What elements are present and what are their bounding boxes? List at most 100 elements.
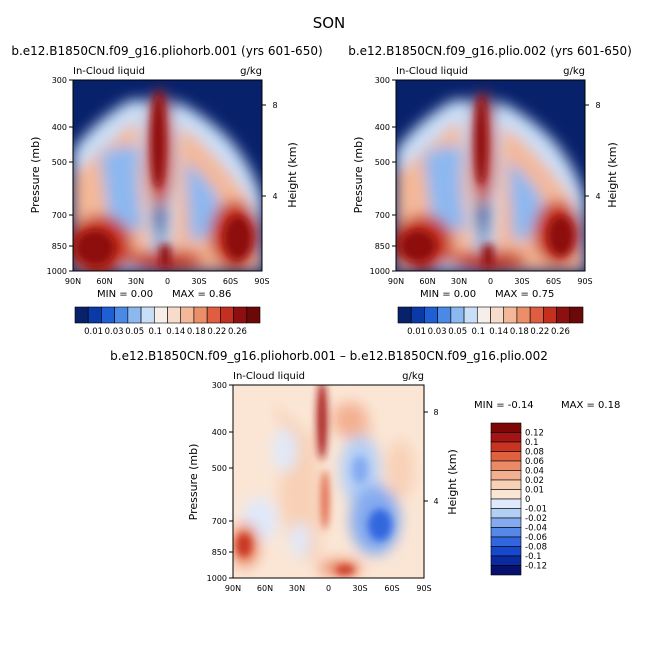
colorbar-label: 0.1 — [471, 327, 485, 337]
colorbar-label: 0.01 — [525, 486, 544, 496]
colorbar-label: 0.04 — [525, 467, 544, 477]
p3-xtick: 30N — [289, 584, 305, 593]
colorbar-label: 0.05 — [448, 327, 467, 337]
colorbar-box — [87, 306, 102, 324]
panel-3-x-axis: 90N 60N 30N 0 30S 60S 90S — [225, 584, 432, 593]
colorbar-box — [114, 306, 129, 324]
p2-xtick: 0 — [488, 277, 493, 286]
colorbar-box — [74, 306, 89, 324]
panel-3-max: MAX = 0.18 — [561, 400, 620, 411]
p2-ytick: 850 — [375, 242, 390, 251]
p2-y2tick: 8 — [595, 101, 600, 110]
panel-2-max: MAX = 0.75 — [495, 289, 554, 300]
colorbar-box — [490, 460, 522, 471]
p3-ytick: 500 — [212, 464, 227, 473]
colorbar-label: 0.26 — [228, 327, 247, 337]
p3-y2label: Height (km) — [446, 449, 459, 515]
colorbar-box — [490, 489, 522, 500]
colorbar-box — [180, 306, 195, 324]
colorbar-box — [490, 306, 505, 324]
p1-ytick: 300 — [52, 76, 67, 85]
p1-xtick: 90S — [254, 277, 269, 286]
colorbar-box — [490, 479, 522, 490]
colorbar-label: 0 — [525, 495, 530, 505]
p3-xtick: 30S — [352, 584, 367, 593]
colorbar-label: 0.01 — [407, 327, 426, 337]
p2-ytick: 300 — [375, 76, 390, 85]
panel-2-colorbar: 0.01 0.03 0.05 0.1 0.14 0.18 0.22 0.26 — [397, 306, 584, 337]
colorbar-box — [397, 306, 412, 324]
panel-3: b.e12.B1850CN.f09_g16.pliohorb.001 – b.e… — [110, 349, 620, 593]
panel-1-title: b.e12.B1850CN.f09_g16.pliohorb.001 (yrs … — [11, 44, 322, 58]
colorbar-label: 0.1 — [525, 438, 539, 448]
colorbar-box — [153, 306, 168, 324]
p1-xtick: 0 — [165, 277, 170, 286]
p2-xtick: 90S — [577, 277, 592, 286]
p1-xtick: 60N — [96, 277, 112, 286]
panel-1-variable: In-Cloud liquid — [73, 66, 145, 77]
p2-xtick: 30N — [451, 277, 467, 286]
p2-xtick: 90N — [388, 277, 404, 286]
p1-xtick: 90N — [65, 277, 81, 286]
panel-2-variable: In-Cloud liquid — [396, 66, 468, 77]
p2-ylabel: Pressure (mb) — [352, 137, 365, 214]
colorbar-box — [246, 306, 261, 324]
colorbar-label: 0.05 — [125, 327, 144, 337]
p1-y2tick: 4 — [272, 192, 277, 201]
p1-xtick: 30S — [191, 277, 206, 286]
p3-xtick: 90S — [416, 584, 431, 593]
colorbar-label: 0.02 — [525, 476, 544, 486]
panel-2-x-axis: 90N 60N 30N 0 30S 60S 90S — [388, 277, 593, 286]
panel-1-y-axis: 300 400 500 700 850 1000 Pressure (mb) — [29, 76, 73, 276]
p2-xtick: 60S — [546, 277, 561, 286]
p2-ytick: 1000 — [370, 267, 390, 276]
p3-xtick: 0 — [326, 584, 331, 593]
colorbar-box — [490, 432, 522, 443]
colorbar-box — [450, 306, 465, 324]
colorbar-label: 0.14 — [166, 327, 185, 337]
colorbar-label: -0.12 — [525, 562, 547, 572]
p2-y2label: Height (km) — [606, 142, 619, 208]
colorbar-label: 0.26 — [551, 327, 570, 337]
colorbar-label: -0.08 — [525, 543, 547, 553]
colorbar-label: 0.03 — [428, 327, 447, 337]
panel-3-y-axis: 300 400 500 700 850 1000 Pressure (mb) — [187, 381, 233, 583]
colorbar-box — [569, 306, 584, 324]
colorbar-label: 0.22 — [530, 327, 549, 337]
colorbar-label: -0.1 — [525, 552, 542, 562]
panel-3-title: b.e12.B1850CN.f09_g16.pliohorb.001 – b.e… — [110, 349, 548, 363]
panel-2: b.e12.B1850CN.f09_g16.plio.002 (yrs 601-… — [348, 44, 632, 337]
panel-3-units: g/kg — [402, 371, 424, 382]
panel-2-y2-axis: 8 4 Height (km) — [585, 101, 619, 208]
colorbar-box — [490, 441, 522, 452]
colorbar-label: 0.18 — [187, 327, 206, 337]
p1-xtick: 30N — [128, 277, 144, 286]
p1-ytick: 400 — [52, 123, 67, 132]
p2-xtick: 60N — [419, 277, 435, 286]
panel-1: b.e12.B1850CN.f09_g16.pliohorb.001 (yrs … — [11, 44, 322, 337]
colorbar-box — [490, 555, 522, 566]
colorbar-box — [410, 306, 425, 324]
p2-xtick: 30S — [514, 277, 529, 286]
p3-ylabel: Pressure (mb) — [187, 444, 200, 521]
p3-ytick: 1000 — [207, 574, 227, 583]
panel-3-colorbar: 0.120.10.080.060.040.020.010-0.01-0.02-0… — [490, 422, 547, 576]
colorbar-box — [543, 306, 557, 324]
colorbar-label: 0.01 — [84, 327, 103, 337]
colorbar-label: 0.08 — [525, 448, 544, 458]
colorbar-box — [476, 306, 491, 324]
p3-ytick: 400 — [212, 428, 227, 437]
panel-3-y2-axis: 8 4 Height (km) — [424, 408, 459, 515]
panel-1-min: MIN = 0.00 — [97, 289, 153, 300]
colorbar-box — [490, 536, 522, 547]
colorbar-box — [193, 306, 208, 324]
colorbar-box — [490, 565, 522, 576]
panel-1-y2-axis: 8 4 Height (km) — [262, 101, 299, 208]
p3-ytick: 850 — [212, 548, 227, 557]
panel-3-min: MIN = -0.14 — [474, 400, 534, 411]
colorbar-label: 0.22 — [207, 327, 226, 337]
colorbar-box — [101, 306, 115, 324]
p2-ytick: 500 — [375, 158, 390, 167]
colorbar-box — [490, 451, 522, 462]
